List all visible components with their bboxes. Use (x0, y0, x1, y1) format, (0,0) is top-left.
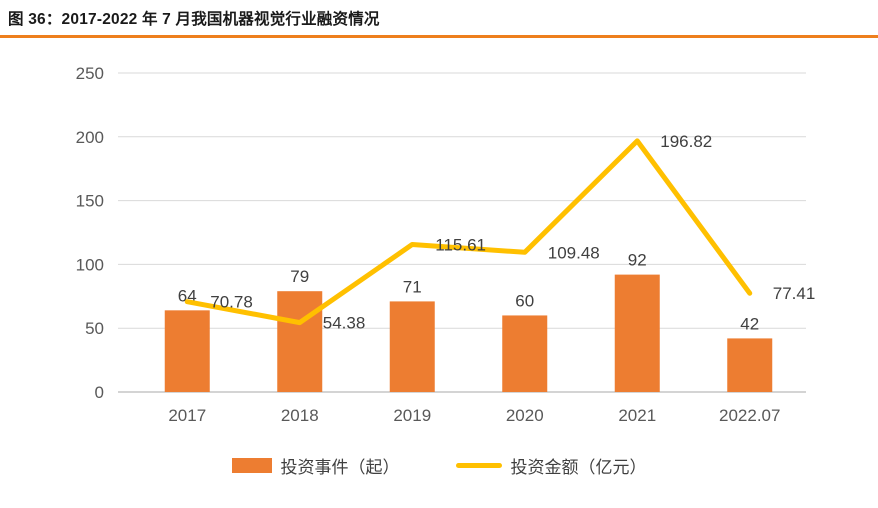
line-series-swatch (455, 463, 502, 468)
figure-header: 图 36：2017-2022 年 7 月我国机器视觉行业融资情况 (0, 0, 878, 38)
legend-label-investment-events: 投资事件（起） (280, 458, 400, 477)
bar[interactable] (389, 301, 435, 392)
investment-amount-line[interactable] (184, 138, 753, 326)
y-tick-label: 50 (85, 319, 104, 338)
line-value-label: 70.78 (210, 293, 253, 312)
x-tick-label: 2017 (168, 406, 206, 425)
line-value-label: 109.48 (548, 243, 600, 262)
bar-value-label: 79 (290, 267, 309, 286)
bar[interactable] (277, 291, 323, 392)
legend-label-investment-amount: 投资金额（亿元） (510, 458, 647, 477)
y-tick-label: 100 (76, 255, 104, 274)
bar[interactable] (614, 274, 660, 392)
bar[interactable] (502, 315, 548, 392)
y-tick-label: 200 (76, 128, 104, 147)
x-tick-label: 2018 (281, 406, 319, 425)
bar[interactable] (727, 338, 773, 392)
x-tick-label: 2019 (393, 406, 431, 425)
line-value-label: 196.82 (660, 132, 712, 151)
y-tick-label: 250 (76, 64, 104, 83)
bar-value-label: 71 (403, 277, 422, 296)
bar-value-label: 60 (515, 291, 534, 310)
x-tick-label: 2020 (506, 406, 544, 425)
bar-value-label: 92 (628, 251, 647, 270)
bar-series-swatch (231, 458, 272, 473)
chart-legend: 投资事件（起） 投资金额（亿元） (0, 453, 878, 478)
line-value-label: 115.61 (435, 235, 486, 254)
legend-item-investment-amount[interactable]: 投资金额（亿元） (455, 453, 647, 478)
x-tick-label: 2022.07 (719, 406, 780, 425)
legend-item-investment-events[interactable]: 投资事件（起） (231, 453, 400, 478)
combo-chart-plot-area: 0501001502002506420177920187120196020209… (76, 64, 816, 425)
bar[interactable] (164, 310, 210, 392)
x-tick-label: 2021 (618, 406, 656, 425)
y-tick-label: 150 (76, 192, 104, 211)
figure-title: 图 36：2017-2022 年 7 月我国机器视觉行业融资情况 (8, 11, 380, 28)
line-value-label: 77.41 (773, 284, 816, 303)
y-tick-label: 0 (95, 383, 104, 402)
line-value-label: 54.38 (323, 314, 366, 333)
bar-value-label: 42 (740, 314, 759, 333)
